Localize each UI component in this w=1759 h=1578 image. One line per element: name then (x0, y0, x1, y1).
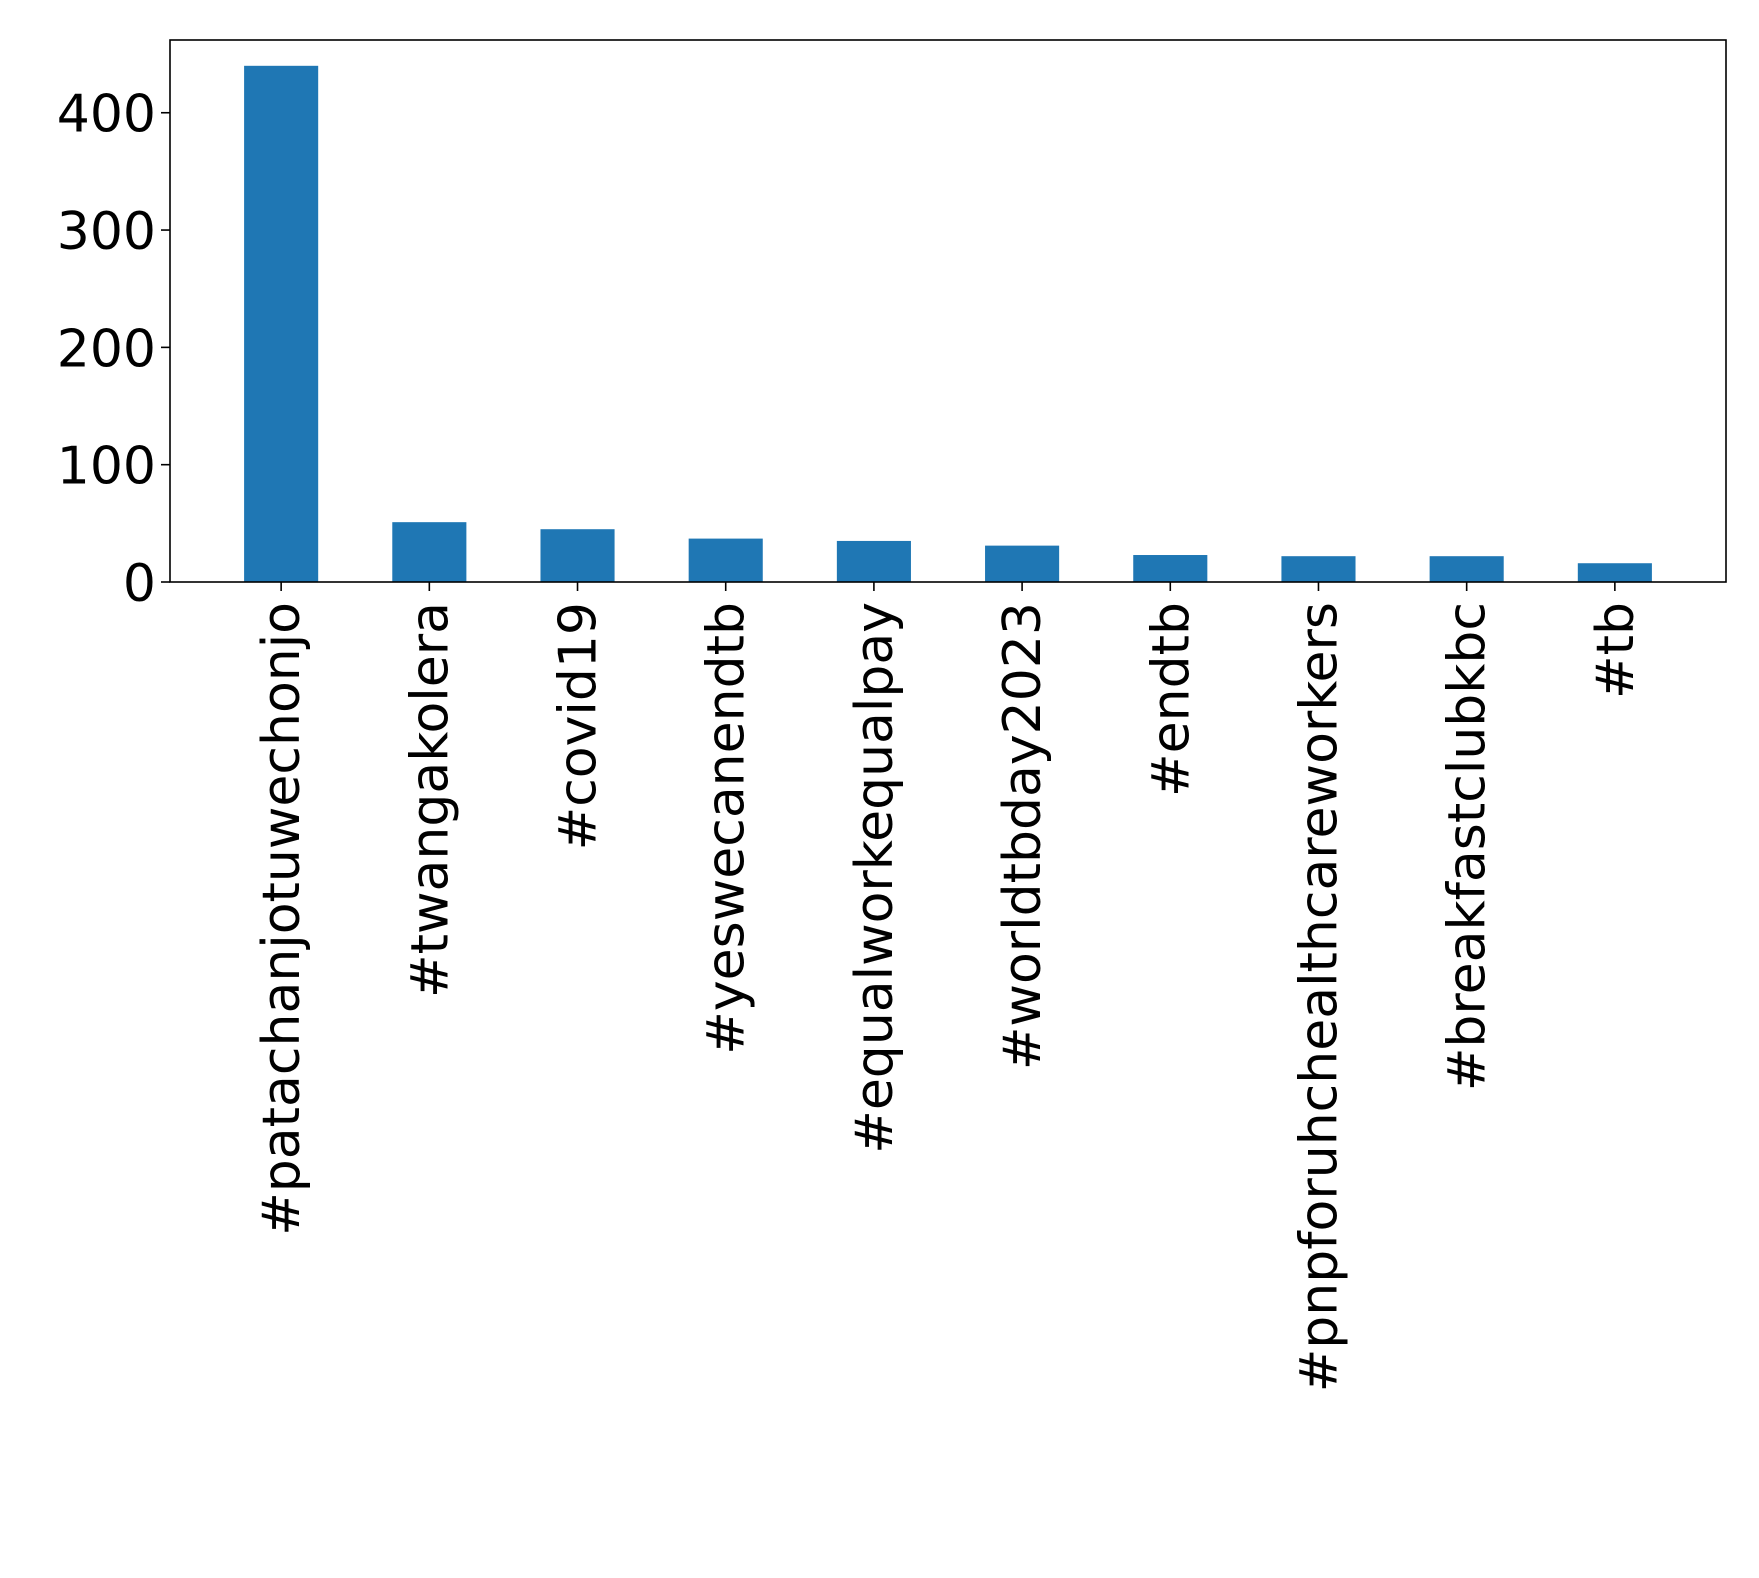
y-tick-label: 300 (57, 202, 156, 262)
plot-frame (169, 39, 1727, 583)
x-tick-label: #tb (1586, 602, 1646, 699)
y-tick-label: 400 (57, 85, 156, 145)
x-tick-label: #yeswecanendtb (697, 602, 757, 1055)
x-axis: #patachanjotuwechonjo #twangakolera #covid… (252, 582, 1646, 1392)
bar-yeswecanendtb (688, 538, 763, 582)
bar-pnpforuhchealthcareworkers (1281, 556, 1356, 582)
y-tick-label: 100 (57, 437, 156, 497)
x-tick-label: #covid19 (549, 602, 609, 850)
bar-equalworkequalpay (836, 540, 911, 582)
x-tick-label: #pnpforuhchealthcareworkers (1289, 602, 1349, 1392)
bars-group (244, 65, 1652, 583)
x-tick-label: #endtb (1141, 602, 1201, 797)
x-tick-label: #patachanjotuwechonjo (252, 602, 312, 1236)
bar-endtb (1133, 555, 1208, 582)
x-tick-label: #breakfastclubkbc (1438, 602, 1498, 1091)
bar-twangakolera (392, 522, 467, 582)
bar-patachanjotuwechonjo (244, 65, 319, 583)
y-tick-label: 200 (57, 319, 156, 379)
bar-worldtbday2023 (985, 545, 1060, 582)
y-tick-label: 0 (123, 554, 156, 614)
bar-breakfastclubkbc (1429, 556, 1504, 582)
x-tick-label: #equalworkequalpay (845, 602, 905, 1154)
y-axis: 0 100 200 300 400 (57, 85, 170, 614)
bar-tb (1577, 563, 1652, 582)
x-tick-label: #twangakolera (400, 602, 460, 998)
x-tick-label: #worldtbday2023 (993, 602, 1053, 1070)
bar-covid19 (540, 529, 615, 582)
